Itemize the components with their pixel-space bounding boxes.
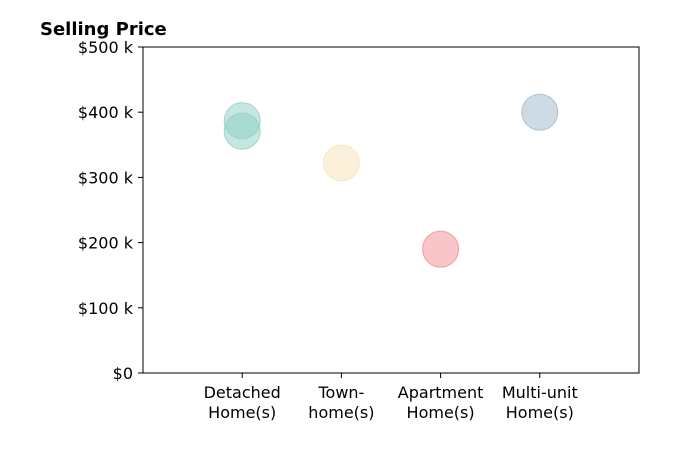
- y-tick-label: $500 k: [78, 38, 134, 57]
- chart-title: Selling Price: [40, 19, 167, 40]
- data-point: [422, 230, 460, 268]
- y-axis: $0 $100 k $200 k $300 k $400 k $500 k: [78, 38, 143, 383]
- data-point: [322, 144, 360, 182]
- data-point: [521, 93, 559, 131]
- x-tick-label-line: Home(s): [407, 403, 475, 422]
- y-tick-label: $100 k: [78, 299, 134, 318]
- x-tick-label-line: Multi-unit: [502, 383, 578, 402]
- x-tick-label-line: Home(s): [208, 403, 276, 422]
- y-tick-label: $0: [113, 364, 133, 383]
- plot-frame: [142, 46, 640, 374]
- x-tick-label-line: Detached: [204, 383, 281, 402]
- data-points: [223, 93, 559, 268]
- x-tick-label: Town-home(s): [308, 383, 374, 422]
- y-tick-label: $200 k: [78, 234, 134, 253]
- x-tick-label: Apartment Home(s): [398, 383, 484, 422]
- x-tick-label-line: Apartment: [398, 383, 484, 402]
- x-tick-label-line: Town-: [317, 383, 364, 402]
- x-tick-label-line: Home(s): [506, 403, 574, 422]
- x-tick-label: Detached Home(s): [204, 383, 281, 422]
- y-tick-label: $400 k: [78, 103, 134, 122]
- data-point: [223, 112, 261, 150]
- x-axis: Detached Home(s)Town-home(s)Apartment Home…: [204, 373, 578, 422]
- x-tick-label: Multi-unit Home(s): [502, 383, 578, 422]
- x-tick-label-line: home(s): [308, 403, 374, 422]
- y-tick-label: $300 k: [78, 168, 134, 187]
